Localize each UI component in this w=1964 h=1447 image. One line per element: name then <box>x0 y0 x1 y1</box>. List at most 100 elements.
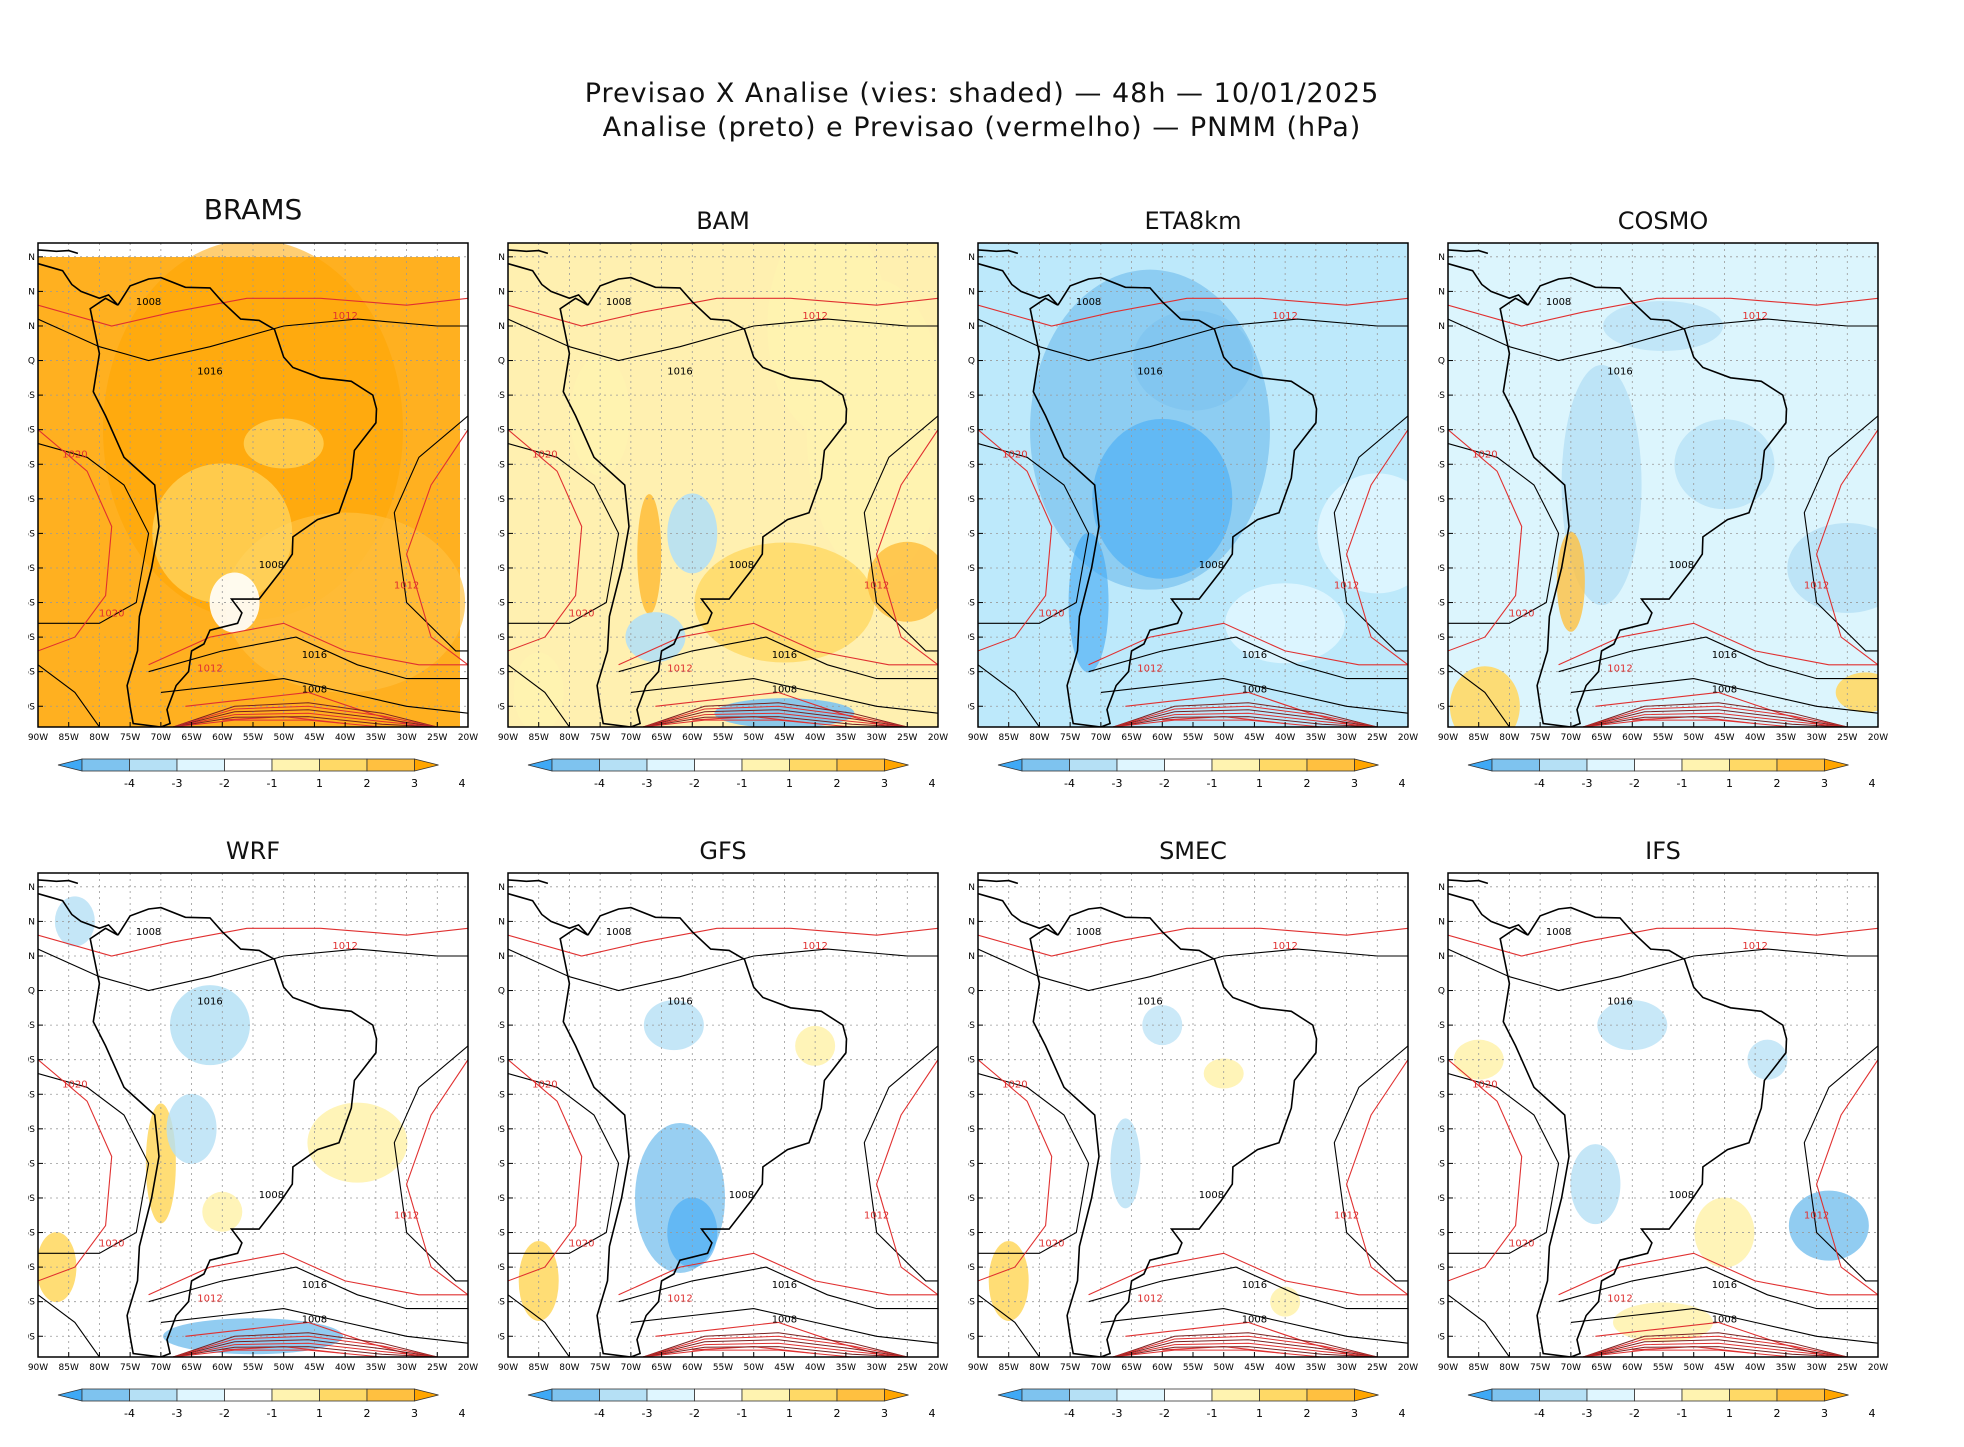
analysis-isobar <box>1558 636 1878 680</box>
colorbar-segment <box>81 758 130 772</box>
bias-blob <box>667 1197 718 1268</box>
colorbar-label: 2 <box>1774 777 1781 790</box>
lat-tick-label: 5S <box>1438 391 1445 401</box>
analysis-isobar <box>38 442 150 624</box>
colorbar-label: 3 <box>411 1407 418 1420</box>
panel-wrf: WRF 1008 1012 1016 1020 1008 1012 1016 1020 1008 1… <box>28 823 478 1447</box>
lon-tick-label: 85W <box>1469 733 1489 743</box>
lon-tick-label: 70W <box>1091 1363 1111 1373</box>
colorbar-segment <box>1164 758 1213 772</box>
lat-tick-label: 20S <box>968 495 975 505</box>
colorbar-segment <box>1021 1388 1070 1402</box>
lat-tick-label: 50S <box>498 1332 505 1342</box>
lat-tick-label: 30S <box>28 564 35 574</box>
forecast-isobar-label: 1012 <box>332 311 357 322</box>
analysis-isobar <box>1570 678 1878 714</box>
lat-tick-label: 40S <box>968 1263 975 1273</box>
lat-tick-label: 15N <box>498 253 505 263</box>
colorbar-label: -1 <box>267 1407 278 1420</box>
packed-isobar <box>173 716 438 727</box>
forecast-isobar-label: 1012 <box>1742 941 1767 952</box>
lon-tick-label: 20W <box>928 1363 948 1373</box>
colorbar-label: -3 <box>642 1407 653 1420</box>
forecast-isobar-label: 1020 <box>99 608 124 619</box>
colorbar-segment <box>129 1388 178 1402</box>
colorbar-label: -2 <box>689 1407 700 1420</box>
lat-tick-label: 5S <box>968 1021 975 1031</box>
forecast-isobar <box>1816 429 1878 666</box>
colorbar-label: -3 <box>172 1407 183 1420</box>
colorbar-segment <box>836 758 885 772</box>
analysis-isobar-label: 1016 <box>667 996 692 1007</box>
lat-tick-label: 10N <box>1438 917 1445 927</box>
analysis-isobar <box>1100 1308 1408 1344</box>
lat-tick-label: 20S <box>498 495 505 505</box>
forecast-isobar-label: 1012 <box>667 1294 692 1305</box>
lon-tick-label: 35W <box>1306 733 1326 743</box>
lat-tick-label: 10N <box>968 917 975 927</box>
colorbar-segment <box>81 1388 130 1402</box>
forecast-isobar <box>1558 1252 1878 1296</box>
forecast-isobar <box>38 1059 113 1282</box>
colorbar-segment <box>599 758 648 772</box>
panel-gfs: GFS 1008 1012 1016 1020 1008 1012 1016 1020 1008 1… <box>498 823 948 1447</box>
forecast-isobar-label: 1020 <box>1509 608 1534 619</box>
colorbar-label: -4 <box>124 777 135 790</box>
lat-tick-label: 15N <box>28 883 35 893</box>
lat-tick-label: EQ <box>28 987 35 997</box>
lon-tick-label: 20W <box>1398 1363 1418 1373</box>
lon-tick-label: 50W <box>274 733 294 743</box>
bias-blob <box>518 1240 559 1321</box>
forecast-isobar-label: 1020 <box>62 449 87 460</box>
analysis-isobar-label: 1008 <box>1242 1314 1267 1325</box>
packed-isobar <box>643 1346 908 1357</box>
lat-tick-label: 15N <box>1438 883 1445 893</box>
lon-tick-label: 25W <box>427 733 447 743</box>
lon-tick-label: 45W <box>774 1363 794 1373</box>
bias-blob <box>795 1025 836 1066</box>
bias-blob <box>1142 1005 1183 1046</box>
lon-tick-label: 60W <box>1152 733 1172 743</box>
lat-tick-label: EQ <box>498 357 505 367</box>
colorbar-segment <box>176 758 225 772</box>
map-brams: 1008 1012 1016 1020 1008 1012 1016 1020 1008 1012… <box>28 242 478 790</box>
lat-tick-label: 45S <box>968 1298 975 1308</box>
analysis-isobar-label: 1008 <box>1076 297 1101 308</box>
bias-blob <box>643 1000 704 1051</box>
forecast-isobar-label: 1012 <box>802 941 827 952</box>
colorbar-segment <box>836 1388 885 1402</box>
lat-tick-label: 30S <box>498 1194 505 1204</box>
lon-tick-label: 55W <box>1183 733 1203 743</box>
forecast-isobar-label: 1012 <box>1272 311 1297 322</box>
forecast-isobar <box>978 297 1408 327</box>
analysis-isobar <box>1803 415 1878 652</box>
colorbar-segment <box>694 758 743 772</box>
packed-isobar <box>1113 712 1378 727</box>
coastline <box>508 249 848 727</box>
lon-tick-label: 80W <box>1029 733 1049 743</box>
analysis-isobar <box>148 636 468 680</box>
forecast-isobar <box>1595 1321 1830 1357</box>
lat-tick-label: 50S <box>1438 1332 1445 1342</box>
analysis-isobar <box>1333 1045 1408 1282</box>
colorbar-label: 1 <box>1726 1407 1733 1420</box>
lat-tick-label: 35S <box>28 1229 35 1239</box>
analysis-isobar <box>1448 664 1510 727</box>
lon-tick-label: 65W <box>651 733 671 743</box>
forecast-isobar-label: 1020 <box>532 1079 557 1090</box>
analysis-isobar <box>1333 415 1408 652</box>
colorbar-label: -4 <box>594 1407 605 1420</box>
lat-tick-label: 10N <box>968 287 975 297</box>
colorbar: -4 -3 -2 -1 1 2 3 4 <box>997 758 1406 790</box>
lat-tick-label: 5S <box>498 1021 505 1031</box>
lon-tick-label: 40W <box>335 1363 355 1373</box>
forecast-isobar <box>38 429 113 652</box>
colorbar-label: 3 <box>881 777 888 790</box>
map-gfs: 1008 1012 1016 1020 1008 1012 1016 1020 1008 1012… <box>498 872 948 1420</box>
analysis-isobar <box>38 1072 150 1254</box>
analysis-isobar <box>863 1045 938 1282</box>
forecast-isobar <box>618 622 938 666</box>
lon-tick-label: 90W <box>498 733 518 743</box>
lon-tick-label: 80W <box>89 1363 109 1373</box>
analysis-isobar-label: 1016 <box>772 650 797 661</box>
